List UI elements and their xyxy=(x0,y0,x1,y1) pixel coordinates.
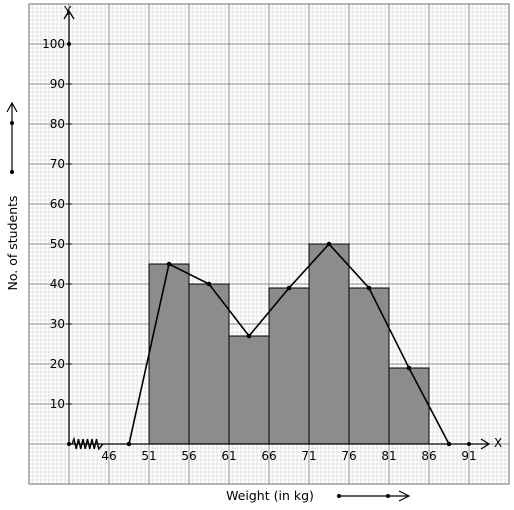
y-tick-label: 80 xyxy=(50,117,65,131)
y-tick-label: 10 xyxy=(50,397,65,411)
y-axis-letter: Y xyxy=(63,4,72,18)
x-tick-label: 76 xyxy=(341,449,356,463)
polygon-point xyxy=(166,261,172,267)
y-tick-label: 100 xyxy=(42,37,65,51)
polygon-point xyxy=(246,333,252,339)
y-tick-dot xyxy=(67,42,71,46)
histogram-bar xyxy=(388,367,430,445)
y-axis-title: No. of students xyxy=(5,195,20,290)
origin-dot xyxy=(67,442,71,446)
y-tick-label: 60 xyxy=(50,197,65,211)
y-tick-label: 20 xyxy=(50,357,65,371)
y-tick-label: 30 xyxy=(50,317,65,331)
polygon-point xyxy=(446,441,452,447)
x-tick-label: 81 xyxy=(381,449,396,463)
x-tick-label: 86 xyxy=(421,449,436,463)
x-tick-label: 56 xyxy=(181,449,196,463)
x-tick-label: 61 xyxy=(221,449,236,463)
vertical-arrow-head xyxy=(6,101,18,113)
plot-border xyxy=(28,3,510,485)
polygon-point xyxy=(206,281,212,287)
x-axis-break-kink xyxy=(71,436,104,451)
direction-arrows xyxy=(6,101,411,502)
x-tick-label: 46 xyxy=(101,449,116,463)
y-axis-arrowhead xyxy=(63,9,75,20)
horizontal-arrow-head xyxy=(398,490,411,502)
vertical-arrow-dot xyxy=(10,170,14,174)
polygon-point xyxy=(326,241,332,247)
x-tick-label: 71 xyxy=(301,449,316,463)
histogram-bar xyxy=(148,263,190,445)
histogram-bar xyxy=(268,287,310,445)
y-tick-label: 40 xyxy=(50,277,65,291)
polygon-point xyxy=(126,441,132,447)
y-tick-label: 50 xyxy=(50,237,65,251)
x-tick-label: 51 xyxy=(141,449,156,463)
axes xyxy=(63,9,491,451)
vertical-arrow-dot xyxy=(10,121,14,125)
y-tick-label: 90 xyxy=(50,77,65,91)
histogram-bar xyxy=(308,243,350,445)
x-axis-title: Weight (in kg) xyxy=(226,488,314,503)
polygon-point xyxy=(366,285,372,291)
x-axis-arrowhead xyxy=(480,438,491,450)
x-axis-letter: X xyxy=(494,436,502,450)
horizontal-arrow-dot xyxy=(386,494,390,498)
frequency-polygon xyxy=(126,241,452,447)
histogram-bar xyxy=(188,283,230,445)
horizontal-arrow-dot xyxy=(337,494,341,498)
polygon-point xyxy=(406,365,412,371)
x-tick-label: 66 xyxy=(261,449,276,463)
histogram-bar xyxy=(348,287,390,445)
tick-labels: 10 20 30 40 50 60 70 80 90 100 46 51 56 61 66 71 76 81 86 9… xyxy=(42,37,477,463)
histogram-bar xyxy=(228,335,270,445)
x-end-dot xyxy=(467,442,471,446)
x-tick-label: 91 xyxy=(461,449,476,463)
y-tick-label: 70 xyxy=(50,157,65,171)
polygon-point xyxy=(286,285,292,291)
